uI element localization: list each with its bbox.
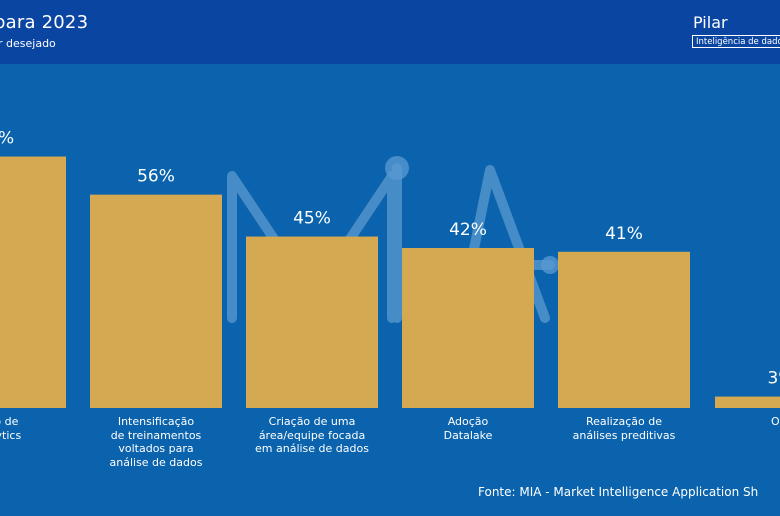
header-band: para 2023 r desejado Pilar Inteligência … <box>0 0 780 64</box>
value-label-6: 3% <box>768 369 780 389</box>
category-label-line: Intensificação <box>117 415 195 428</box>
category-label-line: ção de <box>0 415 19 428</box>
category-label-line: de treinamentos <box>110 428 202 442</box>
category-label-line: Criação de uma <box>268 415 356 428</box>
category-label-2: Intensificação de treinamentos voltados pa… <box>76 415 236 469</box>
value-label-1: % <box>0 129 14 149</box>
pilar-label: Pilar <box>693 13 728 32</box>
category-label-line: análise de dados <box>109 455 203 469</box>
bar-4 <box>402 247 534 408</box>
value-label-3: 45% <box>293 209 331 229</box>
category-label-3: Criação de uma área/equipe focada em análi… <box>232 415 392 456</box>
pilar-value: Inteligência de dados <box>696 37 780 47</box>
bar-2 <box>90 194 222 408</box>
bar-1 <box>0 156 66 408</box>
chart-subtitle: r desejado <box>0 37 56 50</box>
category-label-line: nalytics <box>0 428 22 442</box>
bar-5 <box>558 251 690 408</box>
value-label-5: 41% <box>605 224 643 244</box>
category-label-line: Datalake <box>443 428 493 442</box>
value-label-4: 42% <box>449 220 487 240</box>
chart-title: para 2023 <box>0 12 89 33</box>
category-label-line: Realização de <box>585 415 663 428</box>
category-label-5: Realização de análises preditivas <box>544 415 704 442</box>
pilar-badge: Inteligência de dados <box>692 35 780 48</box>
category-label-line: área/equipe focada <box>258 428 366 442</box>
bar-3 <box>246 236 378 408</box>
category-label-line: voltados para <box>118 442 194 455</box>
category-label-line: em análise de dados <box>255 442 369 455</box>
category-label-6: Out <box>701 415 780 429</box>
bar-6 <box>715 396 780 408</box>
category-label-line: análises preditivas <box>572 428 676 442</box>
value-label-2: 56% <box>137 167 175 187</box>
category-label-line: Out <box>771 415 780 428</box>
category-label-1: ção denalytics <box>0 415 80 442</box>
category-label-line: Adoção <box>447 415 489 428</box>
category-label-4: Adoção Datalake <box>388 415 548 442</box>
source-note: Fonte: MIA - Market Intelligence Applica… <box>478 485 759 499</box>
